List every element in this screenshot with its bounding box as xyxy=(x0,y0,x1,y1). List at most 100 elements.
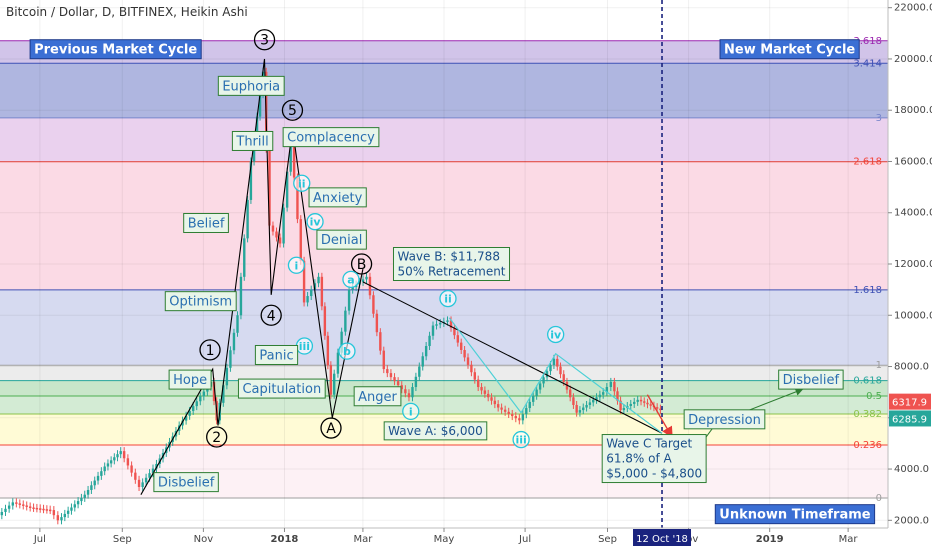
price-bar xyxy=(655,407,659,409)
price-bar xyxy=(320,276,324,307)
price-bar xyxy=(503,409,507,412)
price-bar xyxy=(449,320,453,328)
price-bar xyxy=(0,511,4,516)
wave-count-label: i xyxy=(295,259,299,272)
price-bar xyxy=(292,135,296,178)
price-bar xyxy=(246,199,249,239)
price-bar xyxy=(431,325,435,336)
phase-label-box xyxy=(168,369,212,390)
target-projection-arrow xyxy=(646,394,673,439)
phase-label: Disbelief xyxy=(153,472,219,493)
price-bar xyxy=(100,471,103,476)
y-tick-label: 12000.0 xyxy=(894,259,932,270)
price-bar xyxy=(466,357,470,365)
price-bar xyxy=(76,501,80,505)
price-bar xyxy=(18,503,22,505)
price-bar xyxy=(643,401,646,403)
price-bar xyxy=(188,410,191,416)
price-bar xyxy=(428,335,431,347)
price-bar xyxy=(500,407,503,410)
price-bar xyxy=(649,404,652,406)
price-bar xyxy=(271,225,275,232)
fib-level-label: 0.236 xyxy=(853,440,882,451)
price-bar xyxy=(202,391,206,397)
price-bar xyxy=(525,408,528,415)
price-bar xyxy=(619,400,622,411)
price-bar xyxy=(229,350,232,368)
price-bar xyxy=(396,381,400,386)
price-bar xyxy=(317,276,320,284)
wave-count-circle xyxy=(338,342,356,360)
price-bar xyxy=(199,396,202,402)
price-bar xyxy=(66,510,70,514)
price-bar xyxy=(332,373,336,395)
wave-count-circle xyxy=(342,270,360,289)
phase-label-text: Euphoria xyxy=(222,79,280,94)
price-bar xyxy=(496,404,500,408)
price-bar xyxy=(184,415,188,421)
fib-level-label: 1 xyxy=(876,360,882,371)
cycle-banner-text: Unknown Timeframe xyxy=(719,508,871,523)
cycle-banner: New Market Cycle xyxy=(719,39,860,60)
fib-level-label: 1.618 xyxy=(853,285,882,296)
price-tag xyxy=(889,410,931,427)
price-bar xyxy=(476,379,480,388)
price-bar xyxy=(310,289,313,297)
fib-level-label: 3.618 xyxy=(853,36,882,47)
price-bar xyxy=(582,407,585,411)
price-bar xyxy=(487,393,490,398)
fib-zone xyxy=(0,40,888,64)
price-bar xyxy=(268,148,271,226)
y-tick-label: 2000.0 xyxy=(894,515,929,526)
fib-level-label: 0.618 xyxy=(853,376,882,387)
phase-label-text: Optimism xyxy=(169,295,232,310)
price-bar xyxy=(239,276,243,316)
wave-count-circle xyxy=(439,289,457,308)
price-bar xyxy=(73,504,76,508)
price-bar xyxy=(375,313,379,333)
phase-label-box xyxy=(683,409,766,430)
price-bar xyxy=(32,507,35,509)
wave-count-circle xyxy=(287,256,306,274)
price-bar xyxy=(313,283,317,290)
price-bar xyxy=(25,505,28,507)
price-bar xyxy=(191,406,195,411)
y-tick-label: 18000.0 xyxy=(894,105,932,116)
price-bar xyxy=(559,366,562,375)
cycle-banner: Previous Market Cycle xyxy=(29,39,202,60)
wave-line xyxy=(140,58,364,495)
price-bar xyxy=(424,346,428,357)
price-bar xyxy=(347,289,351,311)
wave-count-label: ii xyxy=(444,293,452,306)
phase-label: Panic xyxy=(254,344,299,365)
wave-count-circle xyxy=(547,325,565,344)
price-bar xyxy=(130,465,133,473)
price-bar xyxy=(592,399,595,403)
price-bar xyxy=(575,404,578,413)
phase-label-box xyxy=(254,344,299,365)
price-bar xyxy=(28,506,32,508)
wave-count-label: i xyxy=(409,405,413,418)
price-bar xyxy=(421,356,424,367)
price-bar xyxy=(326,335,330,366)
wave-count-label: iii xyxy=(299,340,310,353)
x-tick-label: Sep xyxy=(598,534,617,545)
phase-label: Complacency xyxy=(282,127,380,148)
price-bar xyxy=(646,402,649,405)
wave-count-circle xyxy=(306,213,324,231)
phase-label: Hope xyxy=(168,369,212,390)
info-box-text: Wave B: $11,788 xyxy=(397,250,499,264)
x-tick-label: Nov xyxy=(194,534,214,545)
price-bar xyxy=(83,494,86,498)
wave-count-label: 4 xyxy=(267,308,276,324)
info-box-text: 50% Retracement xyxy=(397,265,505,279)
price-bar xyxy=(155,463,158,469)
price-bar xyxy=(344,310,347,332)
fib-zone xyxy=(0,63,888,118)
phase-label-text: Anxiety xyxy=(313,191,363,206)
price-bar xyxy=(636,399,639,402)
price-bar xyxy=(552,358,556,365)
price-bar xyxy=(11,502,14,506)
wave-count-circle xyxy=(350,253,373,275)
